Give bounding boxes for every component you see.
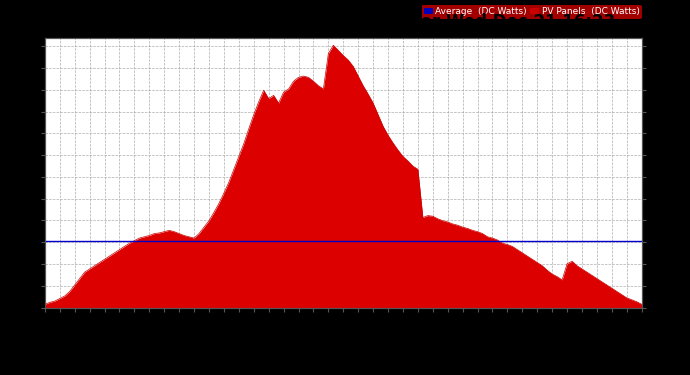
Text: 103.86: 103.86 [0,225,9,256]
Text: 103.86: 103.86 [679,225,688,256]
Text: Copyright 2016 Cartronics.com: Copyright 2016 Cartronics.com [45,22,197,32]
Legend: Average  (DC Watts), PV Panels  (DC Watts): Average (DC Watts), PV Panels (DC Watts) [422,5,642,19]
Text: Total PV Panel Power & Average Power Wed Dec 21 16:23: Total PV Panel Power & Average Power Wed… [75,13,615,31]
